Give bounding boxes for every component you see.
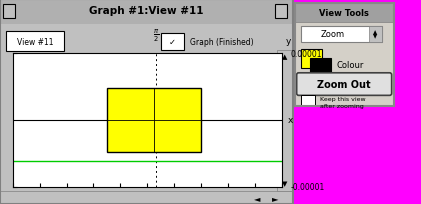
Text: x: x: [288, 116, 293, 125]
Text: 0.00001: 0.00001: [290, 50, 322, 59]
Text: Keep this view: Keep this view: [320, 96, 366, 101]
Text: $\frac{\pi}{2}$: $\frac{\pi}{2}$: [153, 27, 160, 43]
Text: Colour: Colour: [336, 61, 364, 70]
Bar: [6, 32, 64, 52]
Text: -0.00001: -0.00001: [290, 182, 325, 191]
Text: 1.570815: 1.570815: [246, 203, 282, 204]
Text: ◄: ◄: [254, 193, 261, 202]
Bar: [0, 191, 293, 204]
Bar: [309, 59, 331, 78]
Text: 1.570775: 1.570775: [13, 203, 49, 204]
Bar: [161, 34, 184, 51]
FancyBboxPatch shape: [297, 73, 392, 96]
Text: Zoom: Zoom: [320, 30, 344, 39]
Text: ▲: ▲: [282, 54, 287, 60]
Text: ✓: ✓: [169, 38, 176, 47]
Text: ►: ►: [272, 193, 278, 202]
Text: Graph #1:View #11: Graph #1:View #11: [89, 6, 203, 16]
Text: Zoom Out: Zoom Out: [317, 80, 371, 90]
Bar: [0, 0, 293, 24]
Bar: [107, 89, 201, 152]
Text: ▲
▼: ▲ ▼: [373, 30, 378, 39]
Bar: [301, 50, 322, 68]
Bar: [301, 27, 382, 43]
Text: y: y: [286, 37, 291, 46]
Bar: [277, 51, 293, 191]
Text: View #11: View #11: [17, 37, 53, 46]
Text: View Tools: View Tools: [319, 9, 369, 18]
Bar: [275, 5, 287, 19]
Text: Graph (Finished): Graph (Finished): [190, 38, 254, 47]
Text: ▼: ▼: [282, 181, 287, 187]
Bar: [369, 27, 382, 43]
Text: after zooming: after zooming: [320, 104, 364, 109]
Bar: [3, 5, 15, 19]
Bar: [295, 4, 394, 22]
Bar: [301, 96, 315, 106]
